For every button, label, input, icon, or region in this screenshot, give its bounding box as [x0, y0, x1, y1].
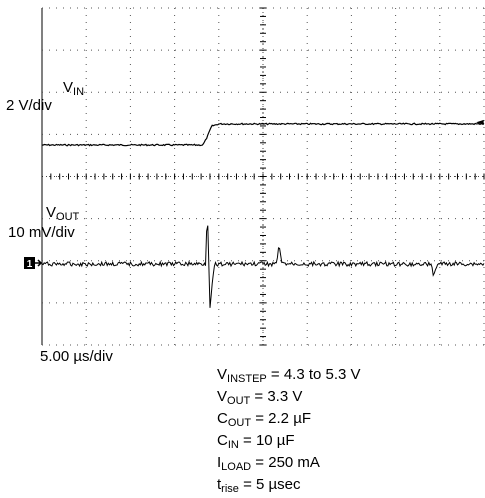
vin-channel-label: VIN: [63, 80, 84, 100]
channel1-marker-arrow: [35, 259, 43, 267]
test-condition-row: ILOAD = 250 mA: [217, 454, 361, 476]
trigger-level-icon: ◄: [476, 117, 484, 128]
test-condition-row: VINSTEP = 4.3 to 5.3 V: [217, 366, 361, 388]
test-condition-value: = 2.2 µF: [251, 410, 311, 427]
test-condition-subscript: IN: [227, 439, 239, 451]
test-condition-subscript: OUT: [227, 395, 251, 407]
test-condition-subscript: LOAD: [221, 461, 252, 473]
test-condition-subscript: rise: [221, 483, 239, 495]
test-condition-row: CIN = 10 µF: [217, 432, 361, 454]
vin-label-sub: IN: [73, 86, 85, 98]
test-condition-subscript: INSTEP: [227, 373, 267, 385]
vin-label-main: V: [63, 79, 74, 96]
vin-trace: [41, 122, 485, 147]
test-condition-row: COUT = 2.2 µF: [217, 410, 361, 432]
test-condition-symbol: C: [217, 432, 228, 449]
vout-label-sub: OUT: [56, 211, 80, 223]
test-condition-value: = 10 µF: [238, 432, 295, 449]
oscilloscope-plot: 1◄: [24, 7, 485, 346]
vout-channel-label: VOUT: [46, 205, 79, 225]
test-condition-symbol: I: [217, 454, 222, 471]
test-condition-symbol: V: [217, 388, 228, 405]
test-condition-value: = 4.3 to 5.3 V: [266, 366, 361, 383]
channel1-marker-box: [24, 257, 35, 269]
test-condition-value: = 3.3 V: [250, 388, 303, 405]
test-condition-symbol: t: [217, 476, 222, 493]
test-condition-subscript: OUT: [227, 417, 252, 429]
vin-scale-label: 2 V/div: [6, 97, 52, 114]
test-condition-value: = 5 µsec: [238, 476, 301, 493]
test-conditions: VINSTEP = 4.3 to 5.3 V VOUT = 3.3 V COUT =…: [217, 366, 361, 498]
vout-scale-label: 10 mV/div: [8, 224, 75, 241]
test-condition-row: trise = 5 µsec: [217, 476, 361, 498]
time-scale-label: 5.00 µs/div: [40, 348, 113, 365]
test-condition-row: VOUT = 3.3 V: [217, 388, 361, 410]
test-condition-symbol: V: [217, 366, 228, 383]
vout-trace: [41, 225, 485, 308]
vout-label-main: V: [46, 204, 57, 221]
test-condition-symbol: C: [217, 410, 228, 427]
test-condition-value: = 250 mA: [251, 454, 320, 471]
channel1-marker-label: 1: [27, 259, 33, 270]
